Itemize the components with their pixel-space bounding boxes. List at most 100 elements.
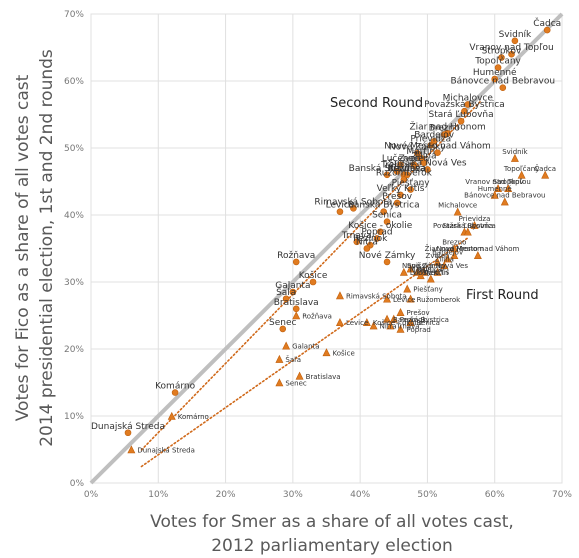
first-round-point-label: Levice xyxy=(346,319,368,327)
first-round-point xyxy=(127,445,136,454)
first-round-point-label: Martin xyxy=(410,265,432,273)
first-round-point-label: Žiar nad Hronom xyxy=(425,244,485,253)
second-round-point xyxy=(410,161,418,169)
second-round-point-label: Nové Zámky xyxy=(389,141,446,152)
second-round-trend-line xyxy=(140,99,483,451)
first-round-point xyxy=(504,184,513,192)
second-round-point xyxy=(383,171,391,179)
second-round-point xyxy=(417,154,425,162)
first-round-point xyxy=(440,261,449,270)
second-round-point xyxy=(440,131,448,138)
second-round-point-label: Nitra xyxy=(356,238,378,248)
first-round-point-label: Rožňava xyxy=(302,313,332,321)
first-round-point-label: Humenné xyxy=(478,185,512,193)
second-round-point-label: Levice xyxy=(326,201,355,211)
first-round-point xyxy=(490,190,499,199)
second-round-point-label: Nové Zámky xyxy=(359,250,416,261)
second-round-point-label: Žilina xyxy=(412,150,437,162)
second-round-point-label: Senec xyxy=(269,318,296,328)
y-tick-label: 70% xyxy=(64,10,84,20)
second-round-point xyxy=(363,245,371,252)
y-tick-label: 50% xyxy=(64,144,84,154)
first-round-point-label: Spišská Nová Ves xyxy=(407,262,468,270)
second-round-point xyxy=(407,186,414,193)
second-round-point-label: Dunajská Streda xyxy=(91,422,165,432)
x-tick-label: 50% xyxy=(417,490,437,500)
second-round-point-label: Galanta xyxy=(275,281,310,291)
first-round-points xyxy=(127,153,550,454)
axis-tick-labels: 0% 10% 20% 30% 40% 50% 60% 70% 0% 10% 20% 30% 40% 50%… xyxy=(64,10,572,500)
first-round-point-label: Svidník xyxy=(502,148,528,156)
first-round-point-label: Bánovce nad Bebravou xyxy=(464,192,545,200)
first-round-point xyxy=(383,294,392,303)
second-round-point-label: Pezinok xyxy=(353,234,388,244)
second-round-point-label: Žiar nad Hronom xyxy=(409,120,485,132)
first-round-point-label: Čadca xyxy=(534,164,556,173)
first-round-point xyxy=(470,220,479,229)
second-round-point-label: Prievidza xyxy=(410,134,451,144)
first-round-point-label: Bardejov xyxy=(432,249,463,257)
first-round-point-label: Nové Zámky xyxy=(402,262,446,270)
second-round-point xyxy=(434,149,441,156)
second-round-point xyxy=(414,150,421,157)
second-round-point xyxy=(498,54,505,61)
first-round-point-label: Piešťany xyxy=(413,285,443,294)
second-round-point-label: Rožňava xyxy=(388,163,426,174)
y-tick-label: 40% xyxy=(64,211,84,221)
first-round-point xyxy=(167,411,176,420)
second-round-point-label: Revúca xyxy=(387,164,420,174)
second-round-point-label: Čadca xyxy=(533,17,561,29)
y-tick-label: 0% xyxy=(70,479,85,489)
second-round-point xyxy=(380,208,387,215)
second-round-point xyxy=(377,228,384,236)
second-round-point xyxy=(511,37,519,45)
first-round-point xyxy=(450,251,459,259)
first-round-point xyxy=(420,267,429,276)
first-round-point xyxy=(473,251,482,259)
first-round-point xyxy=(517,170,526,179)
second-round-point xyxy=(393,199,401,207)
first-round-point-label: Senica xyxy=(417,319,440,327)
first-round-point xyxy=(406,264,415,273)
second-round-point-label: Martin xyxy=(406,147,435,157)
y-axis-title-line-1: Votes for Fico as a share of all votes c… xyxy=(13,74,33,421)
first-round-point xyxy=(413,267,422,276)
first-round-point-label: Ružomberok xyxy=(417,296,462,304)
second-round-point xyxy=(457,117,465,125)
second-round-point-label: Zvolen xyxy=(399,154,430,164)
second-round-point-label: Ružomberok xyxy=(376,168,433,178)
second-round-point xyxy=(464,101,472,108)
second-round-point xyxy=(499,84,507,91)
second-round-point-label: Komárno xyxy=(155,382,195,392)
x-tick-label: 0% xyxy=(84,490,99,500)
first-round-point xyxy=(463,227,472,236)
second-round-point-label: Bardejov xyxy=(414,130,454,140)
first-round-point-label: Michalovce xyxy=(438,202,477,210)
second-round-point xyxy=(461,107,468,115)
first-round-point xyxy=(275,378,284,387)
first-round-point xyxy=(295,371,304,380)
annotation-second-round: Second Round xyxy=(330,96,423,111)
second-round-point xyxy=(309,278,317,286)
y-axis-title-line-2: 2014 presidential election, 1st and 2nd … xyxy=(37,49,57,447)
first-round-trend-line xyxy=(140,237,469,468)
second-round-point-label: Spišská Nová Ves xyxy=(388,157,467,168)
second-round-point-label: Rimavská Sobota xyxy=(314,197,392,207)
first-round-point xyxy=(500,197,509,206)
first-round-point xyxy=(443,254,452,263)
second-round-point xyxy=(397,161,404,169)
first-round-point xyxy=(403,284,412,293)
x-tick-label: 10% xyxy=(148,490,168,500)
first-round-point xyxy=(396,307,405,316)
first-round-point-label: Topoľčany xyxy=(503,165,539,173)
second-round-point xyxy=(350,205,357,212)
second-round-point-label: Šaľa xyxy=(276,286,296,298)
second-round-point xyxy=(171,389,179,396)
second-round-point-label: Vranov nad Topľou xyxy=(469,43,553,53)
second-round-point xyxy=(336,208,344,215)
second-round-point xyxy=(494,64,502,71)
first-round-point xyxy=(541,170,550,179)
